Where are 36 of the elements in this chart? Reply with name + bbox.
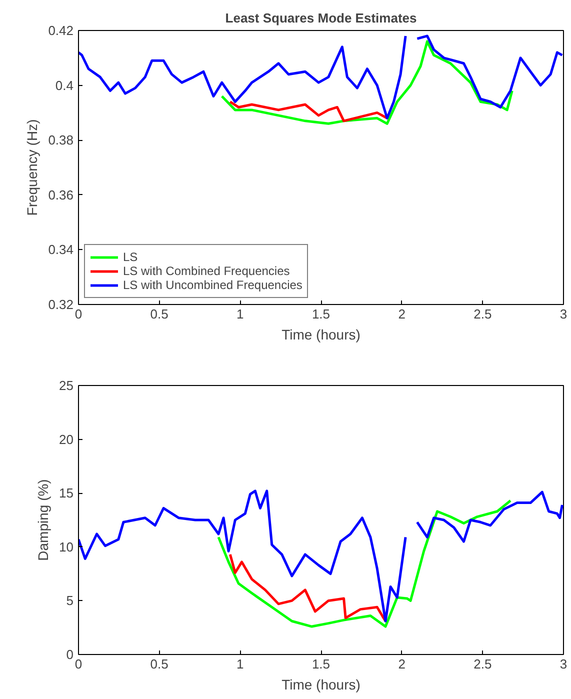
y-tick-label: 0 (66, 647, 74, 662)
line-series (220, 40, 514, 125)
y-tick-label: 0.34 (48, 242, 74, 258)
x-tick-label: 2.5 (474, 656, 492, 672)
y-tick-label: 0.32 (48, 297, 74, 312)
x-tick-label: 2 (398, 656, 406, 672)
y-axis-title: Frequency (Hz) (24, 119, 40, 216)
y-tick-label: 5 (66, 593, 74, 608)
y-tick-label: 15 (59, 486, 74, 501)
y-tick-label: 0.36 (48, 187, 74, 202)
x-tick-label: 0.5 (150, 656, 168, 672)
x-tick-label: 3 (560, 656, 568, 672)
y-tick-label: 20 (59, 432, 74, 447)
line-series (217, 499, 512, 628)
line-series (228, 100, 388, 122)
x-tick-label: 2.5 (474, 306, 492, 322)
y-tick-label: 0.42 (48, 23, 74, 38)
chart-title: Least Squares Mode Estimates (225, 10, 417, 26)
x-tick-label: 1 (236, 656, 244, 672)
legend-label: LS with Uncombined Frequencies (123, 278, 302, 292)
line-series (228, 553, 387, 622)
x-tick-label: 1.5 (312, 656, 330, 672)
legend-label: LS with Combined Frequencies (123, 264, 290, 278)
x-axis-title: Time (hours) (282, 676, 360, 692)
x-tick-label: 3 (560, 306, 568, 322)
y-axis-title: Damping (%) (35, 479, 52, 561)
y-tick-label: 25 (59, 378, 74, 393)
y-tick-label: 0.38 (48, 132, 74, 148)
x-tick-label: 1 (236, 306, 244, 322)
x-tick-label: 0.5 (150, 306, 168, 322)
legend-label: LS (123, 250, 139, 264)
x-axis-title: Time (hours) (282, 326, 360, 342)
x-tick-label: 1.5 (312, 306, 330, 322)
y-tick-label: 0.4 (55, 78, 74, 93)
x-tick-label: 2 (398, 306, 406, 322)
y-tick-label: 10 (59, 539, 74, 554)
